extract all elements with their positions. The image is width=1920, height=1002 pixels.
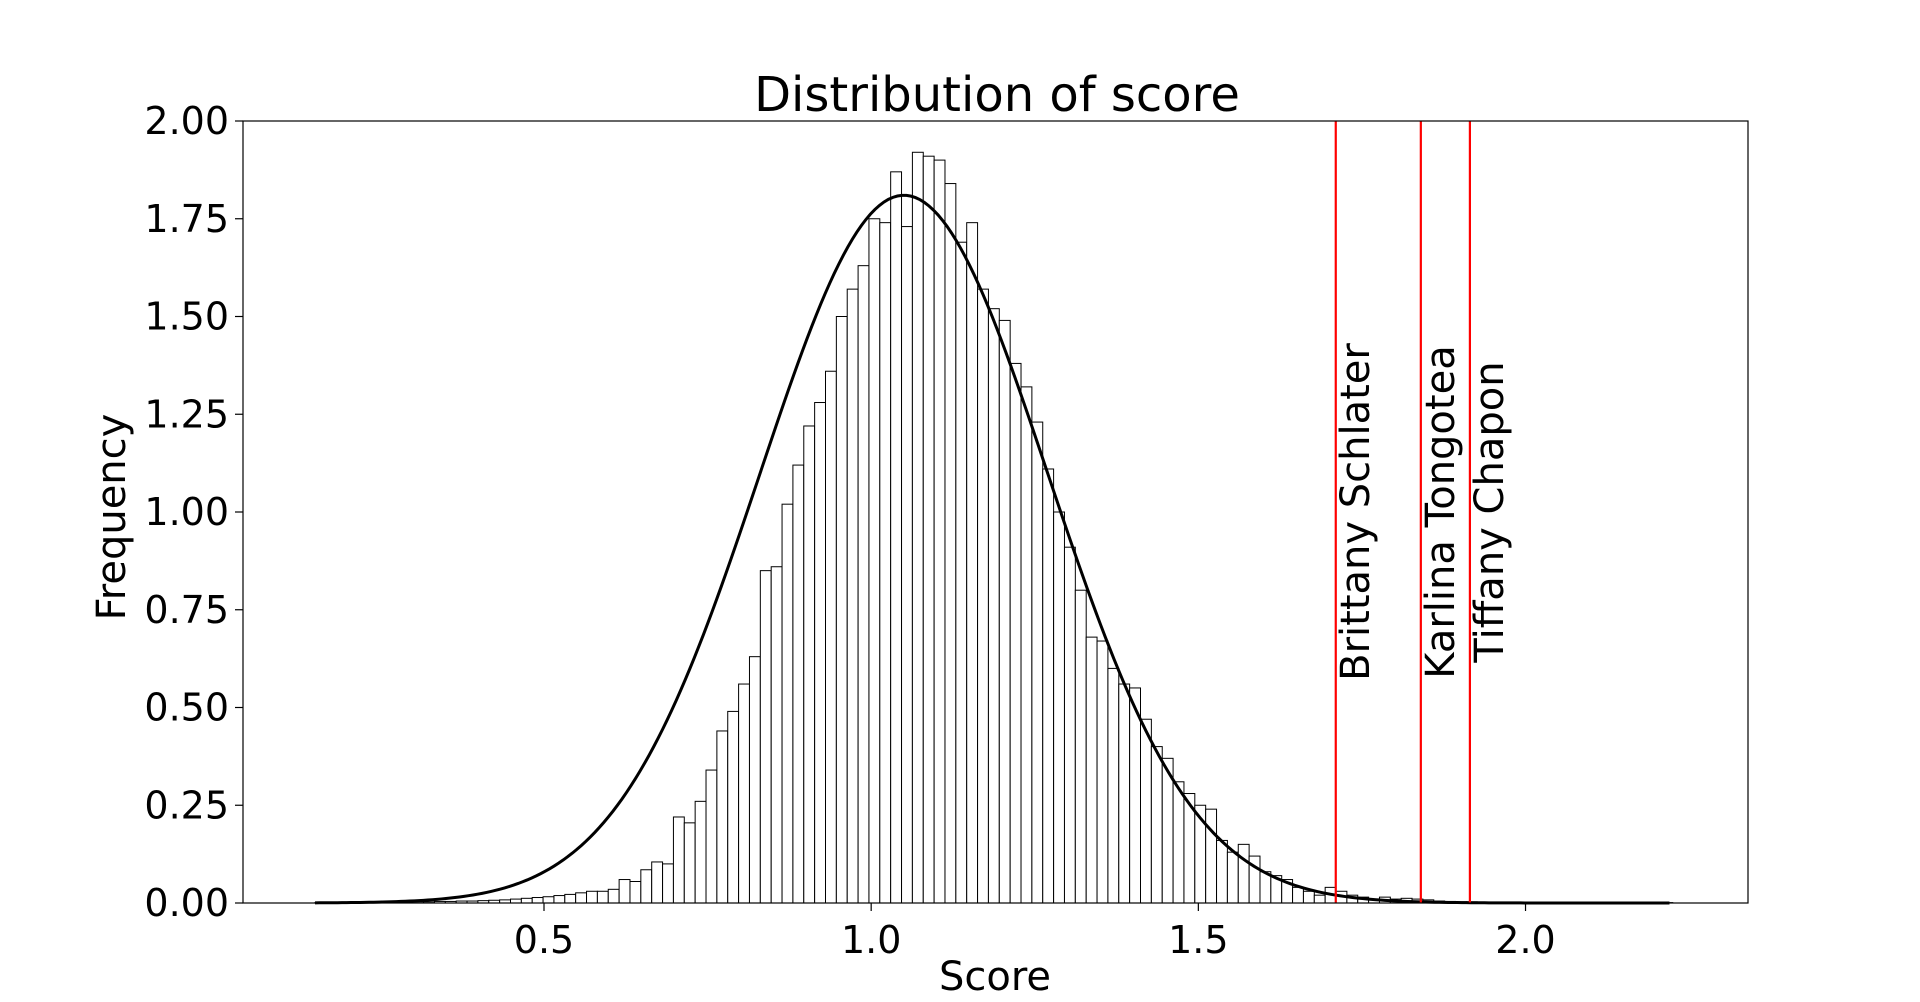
histogram-bar <box>879 222 892 904</box>
histogram-bar <box>911 151 924 904</box>
y-tick-label: 1.75 <box>144 197 229 241</box>
histogram-bar <box>1226 851 1239 904</box>
histogram-bar <box>1292 886 1304 904</box>
histogram-bar <box>835 316 848 904</box>
histogram-bar <box>662 863 674 904</box>
histogram-bar <box>1096 640 1109 904</box>
histogram-bar <box>640 869 653 904</box>
histogram-bar <box>1042 468 1055 904</box>
histogram-bar <box>1118 683 1131 904</box>
histogram-bar <box>575 892 588 904</box>
marker-label-karlina-tongotea: Karlina Tongotea <box>1418 345 1464 678</box>
histogram-bar <box>1313 894 1326 904</box>
x-axis-title: Score <box>939 954 1051 1000</box>
histogram-bar <box>586 890 598 904</box>
histogram-bar <box>694 800 707 904</box>
histogram-bar <box>868 218 881 904</box>
histogram-bar <box>618 879 631 904</box>
histogram-bar <box>748 656 761 904</box>
marker-label-tiffany-chapon: Tiffany Chapon <box>1467 361 1513 663</box>
histogram-bar <box>1053 511 1065 904</box>
histogram-bar <box>1259 871 1272 904</box>
histogram-bar <box>901 226 913 904</box>
histogram-bar <box>792 464 805 904</box>
y-axis-ticks: 0.00 0.25 0.50 0.75 1.00 1.25 1.50 1.75 2.00 <box>144 99 243 925</box>
histogram-bar <box>1172 781 1185 904</box>
histogram-bar <box>857 265 870 904</box>
histogram-bar <box>1085 636 1098 904</box>
y-axis-title: Frequency <box>89 414 135 621</box>
histogram-bar <box>781 503 794 904</box>
histogram-bar <box>933 159 946 904</box>
histogram-bar <box>1031 421 1044 904</box>
histogram-bar <box>1302 890 1315 904</box>
histogram-bar <box>1150 746 1163 904</box>
histogram-bar <box>564 893 577 904</box>
histogram-bar <box>553 895 566 904</box>
histogram-bar <box>1107 667 1120 904</box>
histogram-bar <box>846 288 859 904</box>
histogram-bar <box>651 861 664 904</box>
histogram-bar <box>1237 843 1250 904</box>
y-tick-label: 0.25 <box>144 783 229 827</box>
y-tick-label: 2.00 <box>144 99 229 143</box>
histogram-bar <box>596 890 609 904</box>
histogram-bar <box>977 288 989 904</box>
marker-lines: Brittany Schlater Karlina Tongotea Tiffany… <box>1333 121 1513 903</box>
histogram-bar <box>1063 546 1076 904</box>
histogram-bar <box>922 155 935 904</box>
fit-curve-layer <box>314 193 1670 905</box>
histogram-bar <box>1009 362 1022 904</box>
histogram-bar <box>716 730 729 904</box>
marker-label-brittany-schlater: Brittany Schlater <box>1333 343 1379 681</box>
histogram-bars <box>314 151 1674 904</box>
y-tick-label: 0.75 <box>144 588 229 632</box>
x-axis-ticks: 0.5 1.0 1.5 2.0 <box>514 903 1556 962</box>
histogram-bar <box>542 896 555 904</box>
fit-curve-line <box>314 193 1670 905</box>
histogram-bar <box>705 769 718 904</box>
y-tick-label: 0.50 <box>144 686 229 730</box>
histogram-bar <box>607 888 620 904</box>
y-tick-label: 1.50 <box>144 295 229 339</box>
histogram-bar <box>770 566 783 904</box>
chart-title: Distribution of score <box>754 67 1240 123</box>
histogram-bar <box>1074 589 1087 904</box>
histogram-bar <box>531 897 544 904</box>
y-tick-label: 0.00 <box>144 881 229 925</box>
histogram-bar <box>1205 808 1218 904</box>
histogram-bar <box>987 308 1000 904</box>
histogram-bar <box>738 683 750 904</box>
x-tick-label: 1.0 <box>841 918 901 962</box>
y-tick-label: 1.25 <box>144 392 229 436</box>
histogram-bar <box>966 222 979 904</box>
histogram-bar <box>825 370 837 904</box>
histogram-bar <box>890 171 903 904</box>
histogram-bar <box>998 319 1011 904</box>
histogram-bar <box>672 816 685 904</box>
x-tick-label: 1.5 <box>1168 918 1228 962</box>
histogram-bar <box>1020 386 1033 904</box>
histogram-bar <box>1129 687 1142 904</box>
histogram-bar <box>629 881 642 904</box>
histogram-bar <box>814 402 827 904</box>
histogram-bar <box>759 570 772 904</box>
histogram-bar <box>1140 718 1152 904</box>
x-tick-label: 0.5 <box>514 918 574 962</box>
histogram-bar <box>727 710 740 904</box>
histogram-bar <box>955 241 968 904</box>
histogram-bar <box>520 897 533 904</box>
x-tick-label: 2.0 <box>1495 918 1555 962</box>
histogram-bar <box>944 183 957 904</box>
histogram-bar <box>683 822 696 904</box>
histogram-bar <box>1216 839 1228 904</box>
histogram-bar <box>803 425 816 904</box>
y-tick-label: 1.00 <box>144 490 229 534</box>
